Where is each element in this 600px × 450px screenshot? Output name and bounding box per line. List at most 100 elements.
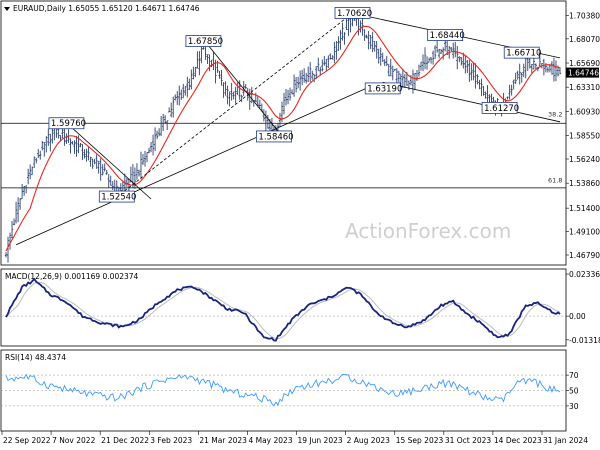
- annotation-label: 1.70620: [337, 9, 372, 19]
- price-bar: [143, 151, 147, 167]
- annotation-label: 1.58460: [258, 132, 293, 142]
- price-bar: [232, 91, 235, 100]
- price-bar: [460, 57, 463, 66]
- price-annotation: 1.70620: [334, 7, 372, 19]
- price-bar: [552, 57, 556, 82]
- price-bar: [196, 51, 199, 69]
- price-bar: [75, 135, 78, 157]
- annotation-label: 1.66710: [506, 49, 541, 59]
- price-bar: [240, 94, 243, 102]
- price-bar: [474, 63, 477, 89]
- price-bar: [65, 133, 68, 144]
- price-bar: [454, 41, 457, 58]
- price-bar: [30, 166, 34, 176]
- price-bar: [37, 149, 40, 159]
- price-bar: [41, 141, 44, 151]
- price-bar: [99, 158, 102, 181]
- price-bar: [530, 63, 533, 73]
- price-bar: [464, 55, 467, 74]
- price-bar: [129, 166, 133, 183]
- axes: 1.46790 1.49100 1.51400 1.53860 1.56240 1.585…: [1, 11, 600, 445]
- annotation-box: [256, 130, 292, 143]
- price-bar: [43, 142, 46, 157]
- price-bar: [137, 169, 141, 177]
- price-bar: [419, 61, 423, 71]
- y-tick-label: 1.58550: [569, 132, 600, 141]
- price-bar: [341, 22, 344, 41]
- price-bar: [333, 42, 336, 64]
- price-bar: [71, 141, 74, 145]
- annotation-label: 1.61270: [484, 104, 519, 114]
- macd-signal-line: [5, 281, 561, 340]
- price-bar: [516, 70, 519, 80]
- price-bar: [26, 168, 30, 185]
- price-bar: [266, 114, 270, 129]
- price-bar: [228, 91, 231, 107]
- price-bar: [97, 160, 100, 174]
- y-tick-label: 1.60930: [569, 107, 600, 116]
- price-bar: [264, 110, 268, 132]
- trendline-4: [66, 122, 152, 200]
- x-tick-label: 21 Mar 2023: [199, 436, 247, 445]
- price-bar: [520, 72, 523, 83]
- main-title: EURAUD,Daily 1.65055 1.65120 1.64671 1.6…: [13, 4, 200, 13]
- price-bar: [47, 128, 50, 146]
- price-bar: [359, 20, 362, 33]
- price-bar: [558, 67, 562, 75]
- price-bar: [234, 86, 237, 104]
- x-tick-label: 15 Sep 2023: [396, 436, 444, 445]
- price-bar: [141, 153, 145, 165]
- price-bar: [169, 102, 173, 118]
- price-bar: [401, 68, 405, 89]
- x-tick-label: 4 May 2023: [248, 436, 292, 445]
- x-tick-label: 3 Feb 2023: [150, 436, 192, 445]
- price-bar: [518, 63, 521, 85]
- annotation-box: [503, 46, 540, 59]
- price-bar: [345, 18, 348, 31]
- price-bar: [554, 60, 558, 82]
- price-bar: [194, 66, 197, 78]
- price-bar: [470, 63, 473, 81]
- price-bar: [335, 41, 338, 60]
- price-bar: [546, 66, 550, 73]
- price-bar: [311, 70, 314, 80]
- price-bar: [371, 31, 374, 53]
- price-bar: [222, 82, 225, 98]
- price-bar: [218, 70, 221, 79]
- main-panel: 1.59760 1.52540 1.67850 1.58460 1.70620 1.631…: [1, 7, 566, 263]
- watermark: ActionForex.com: [345, 219, 511, 243]
- fib-label: 38.2: [548, 111, 562, 119]
- price-bar: [466, 59, 469, 74]
- macd-line: [5, 277, 561, 342]
- price-bar: [304, 72, 308, 84]
- rsi-panel: [1, 373, 566, 407]
- price-bar: [534, 63, 538, 70]
- x-tick-label: 14 Dec 2023: [494, 436, 542, 445]
- price-bar: [190, 69, 193, 90]
- price-annotation: 1.63190: [364, 82, 402, 95]
- price-bar: [135, 163, 139, 180]
- current-price-label: 1.64746: [568, 69, 599, 78]
- price-bar: [385, 55, 388, 67]
- price-bar: [367, 30, 370, 50]
- price-bar: [337, 36, 340, 51]
- price-bar: [302, 68, 306, 83]
- macd-tick-label: -0.013186: [569, 336, 600, 345]
- annotation-box: [364, 82, 401, 95]
- price-bar: [22, 186, 26, 196]
- price-bar: [548, 64, 552, 73]
- price-bar: [514, 72, 517, 85]
- price-bar: [306, 66, 310, 83]
- y-tick-label: 1.49100: [569, 228, 600, 237]
- price-bar: [133, 167, 137, 189]
- price-bar: [35, 157, 38, 164]
- price-bar: [6, 236, 10, 263]
- y-tick-label: 1.46790: [569, 251, 600, 260]
- price-bar: [244, 83, 247, 90]
- price-bar: [399, 73, 403, 87]
- price-bar: [411, 69, 415, 94]
- price-bar: [224, 81, 227, 96]
- price-bar: [512, 79, 515, 90]
- dropdown-arrow-icon[interactable]: [4, 7, 10, 11]
